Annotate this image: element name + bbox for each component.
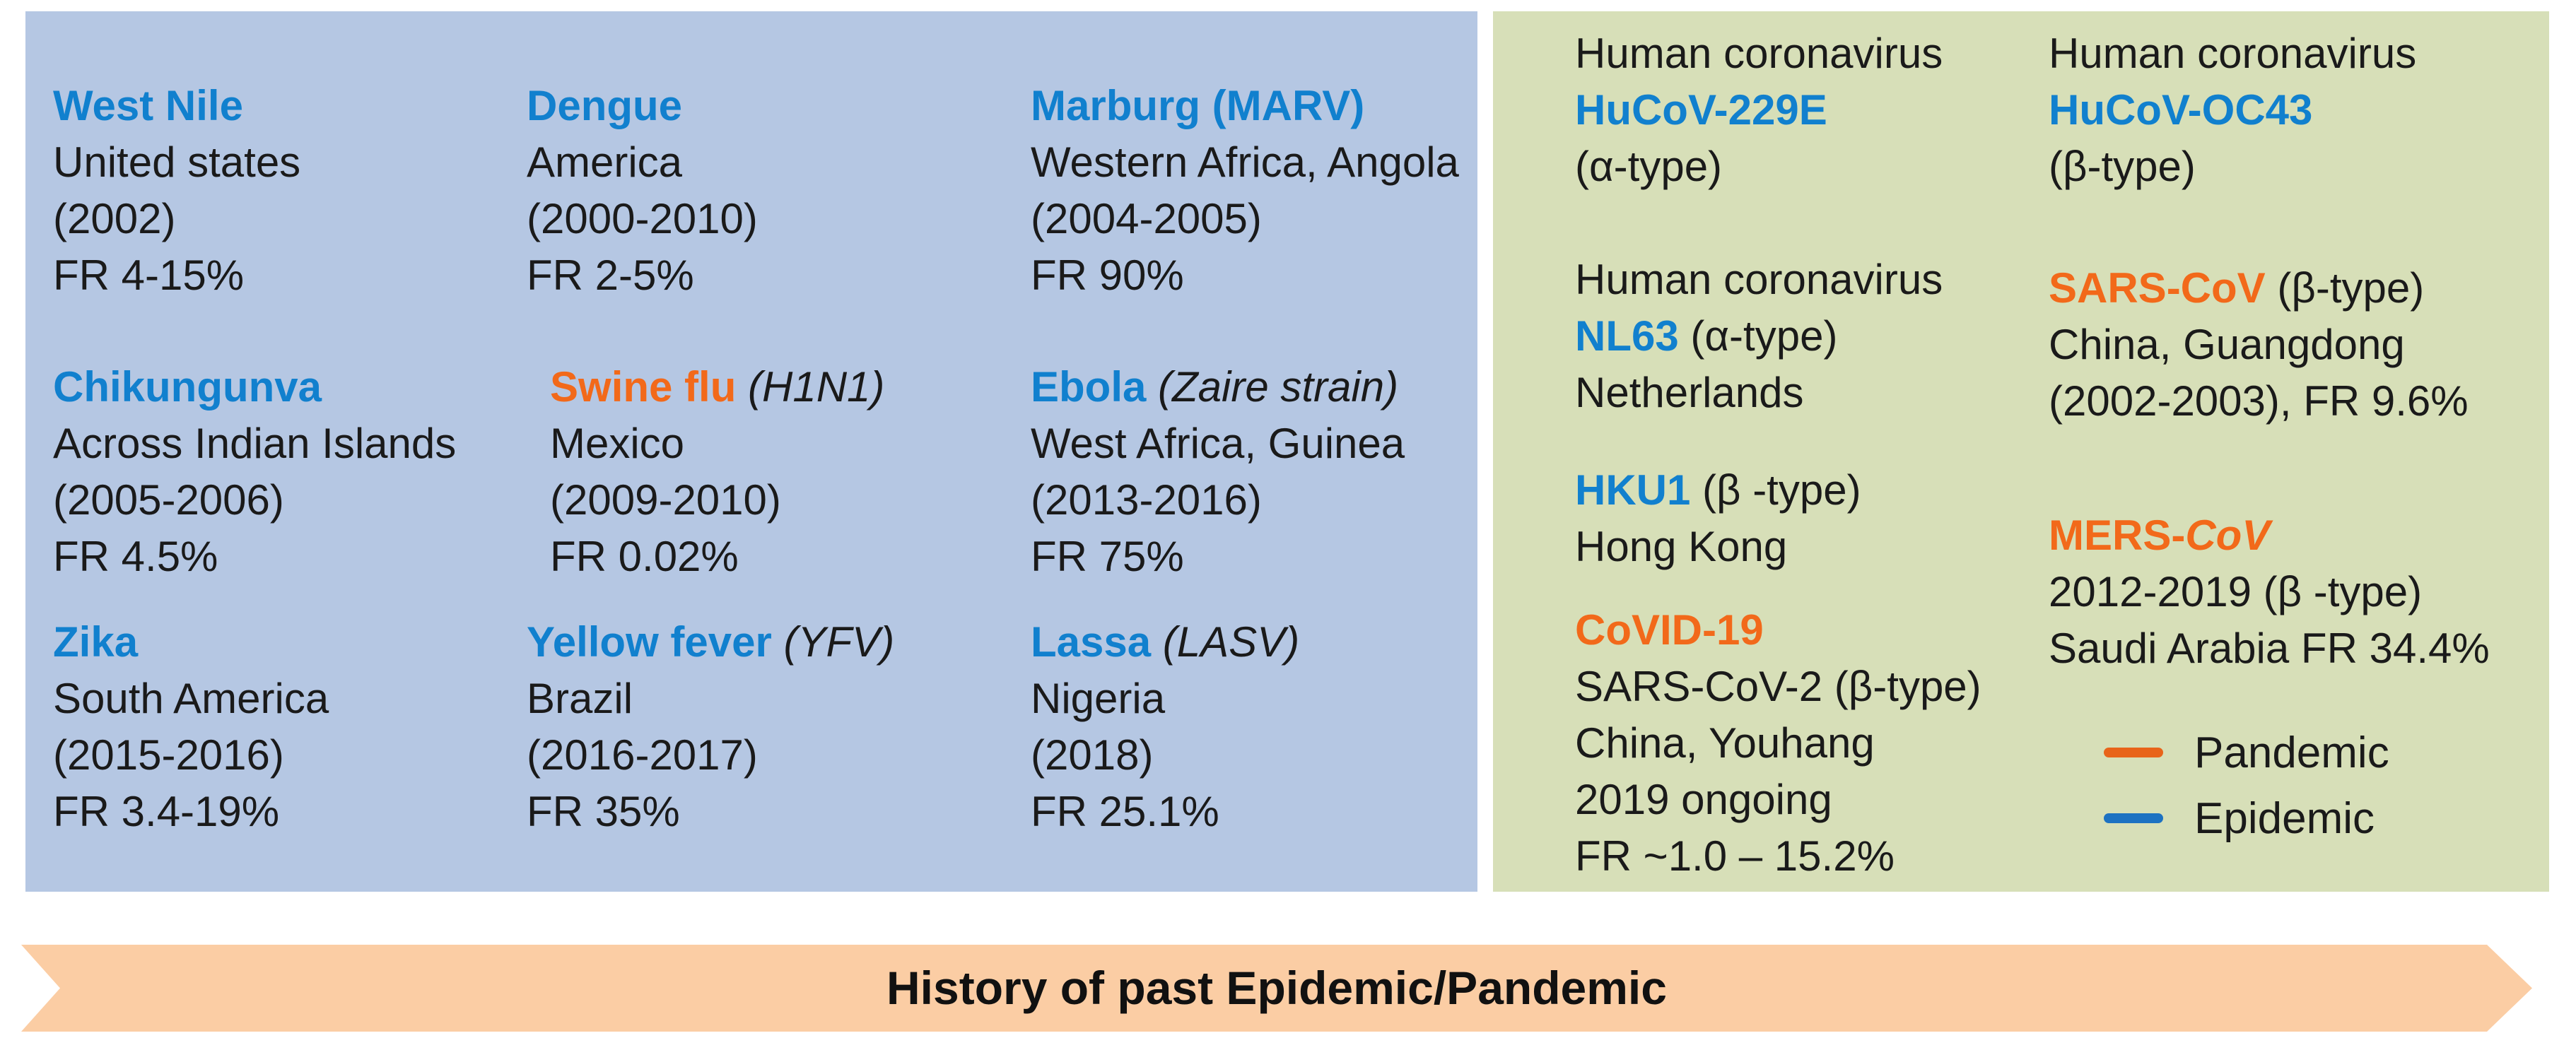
virus-type: (α-type) xyxy=(1575,143,1723,190)
disease-title: Marburg (MARV) xyxy=(1031,82,1365,129)
disease-title: Chikungunva xyxy=(53,363,322,411)
disease-fatality-rate: FR 2-5% xyxy=(527,252,694,299)
virus-region: Hong Kong xyxy=(1575,523,1788,570)
virus-title: MERS-CoV xyxy=(2049,512,2271,559)
disease-group-dengue: Dengue America (2000-2010) FR 2-5% xyxy=(527,78,758,304)
virus-title: HKU1 (β -type) xyxy=(1575,466,1861,514)
disease-group-marburg: Marburg (MARV) Western Africa, Angola (2… xyxy=(1031,78,1459,304)
disease-years: (2016-2017) xyxy=(527,731,758,779)
coronavirus-group-covid19: CoVID-19 SARS-CoV-2 (β-type) China, Youh… xyxy=(1575,602,1981,885)
disease-title: West Nile xyxy=(53,82,243,129)
disease-group-chikungunva: Chikungunva Across Indian Islands (2005-… xyxy=(53,359,456,585)
disease-years: (2002) xyxy=(53,195,176,242)
virus-family-label: Human coronavirus xyxy=(1575,30,1943,77)
legend-label-pandemic: Pandemic xyxy=(2194,728,2389,777)
virus-region: Netherlands xyxy=(1575,369,1804,416)
virus-title: NL63 (α-type) xyxy=(1575,312,1838,360)
pandemic-line-icon xyxy=(2104,748,2163,757)
disease-years: (2000-2010) xyxy=(527,195,758,242)
disease-region: West Africa, Guinea xyxy=(1031,420,1405,467)
virus-region-fatality: Saudi Arabia FR 34.4% xyxy=(2049,625,2490,672)
disease-title: Ebola (Zaire strain) xyxy=(1031,363,1399,411)
disease-title: Lassa (LASV) xyxy=(1031,618,1300,666)
virus-title: HuCoV-OC43 xyxy=(2049,86,2313,134)
disease-fatality-rate: FR 25.1% xyxy=(1031,788,1219,835)
disease-years: (2009-2010) xyxy=(550,476,781,524)
disease-group-yellow-fever: Yellow fever (YFV) Brazil (2016-2017) FR… xyxy=(527,614,894,840)
disease-group-zika: Zika South America (2015-2016) FR 3.4-19… xyxy=(53,614,329,840)
disease-fatality-rate: FR 4.5% xyxy=(53,533,218,580)
legend-label-epidemic: Epidemic xyxy=(2194,793,2375,843)
coronavirus-group-nl63: Human coronavirus NL63 (α-type) Netherla… xyxy=(1575,252,1943,421)
legend-item-pandemic: Pandemic xyxy=(2104,724,2389,781)
disease-fatality-rate: FR 3.4-19% xyxy=(53,788,280,835)
disease-fatality-rate: FR 35% xyxy=(527,788,680,835)
coronavirus-group-oc43: Human coronavirus HuCoV-OC43 (β-type) xyxy=(2049,25,2416,195)
disease-fatality-rate: FR 4-15% xyxy=(53,252,245,299)
virus-family-label: Human coronavirus xyxy=(2049,30,2417,77)
disease-group-west-nile: West Nile United states (2002) FR 4-15% xyxy=(53,78,300,304)
virus-strain-type: SARS-CoV-2 (β-type) xyxy=(1575,663,1981,710)
disease-title: Yellow fever (YFV) xyxy=(527,618,895,666)
disease-fatality-rate: FR 90% xyxy=(1031,252,1184,299)
disease-region: Brazil xyxy=(527,675,633,722)
virus-region: China, Youhang xyxy=(1575,719,1875,767)
virus-title: SARS-CoV (β-type) xyxy=(2049,264,2425,312)
disease-group-lassa: Lassa (LASV) Nigeria (2018) FR 25.1% xyxy=(1031,614,1299,840)
coronavirus-group-mers-cov: MERS-CoV 2012-2019 (β -type) Saudi Arabi… xyxy=(2049,507,2490,677)
virus-type: (β-type) xyxy=(2049,143,2196,190)
disease-years: (2018) xyxy=(1031,731,1154,779)
disease-group-swine-flu: Swine flu (H1N1) Mexico (2009-2010) FR 0… xyxy=(550,359,884,585)
disease-title: Swine flu (H1N1) xyxy=(550,363,885,411)
virus-title: HuCoV-229E xyxy=(1575,86,1827,134)
virus-years: 2019 ongoing xyxy=(1575,776,1832,823)
disease-region: Western Africa, Angola xyxy=(1031,138,1459,186)
disease-region: South America xyxy=(53,675,329,722)
disease-region: Across Indian Islands xyxy=(53,420,457,467)
disease-region: Mexico xyxy=(550,420,685,467)
disease-years: (2013-2016) xyxy=(1031,476,1262,524)
coronavirus-group-sars-cov: SARS-CoV (β-type) China, Guangdong (2002… xyxy=(2049,260,2469,430)
disease-region: United states xyxy=(53,138,301,186)
disease-title: Zika xyxy=(53,618,139,666)
disease-years: (2005-2006) xyxy=(53,476,284,524)
disease-region: America xyxy=(527,138,683,186)
disease-title: Dengue xyxy=(527,82,683,129)
banner-title: History of past Epidemic/Pandemic xyxy=(886,962,1667,1014)
disease-region: Nigeria xyxy=(1031,675,1166,722)
timeline-arrow-banner: History of past Epidemic/Pandemic xyxy=(21,945,2532,1032)
virus-fatality-rate: FR ~1.0 – 15.2% xyxy=(1575,832,1895,880)
virus-years-type: 2012-2019 (β -type) xyxy=(2049,568,2423,615)
coronavirus-group-229e: Human coronavirus HuCoV-229E (α-type) xyxy=(1575,25,1943,195)
coronavirus-panel xyxy=(1493,11,2549,892)
virus-years-fatality: (2002-2003), FR 9.6% xyxy=(2049,377,2469,425)
legend-item-epidemic: Epidemic xyxy=(2104,790,2375,846)
disease-years: (2004-2005) xyxy=(1031,195,1262,242)
epidemic-line-icon xyxy=(2104,813,2163,823)
coronavirus-group-hku1: HKU1 (β -type) Hong Kong xyxy=(1575,462,1861,575)
virus-region: China, Guangdong xyxy=(2049,321,2405,368)
virus-family-label: Human coronavirus xyxy=(1575,256,1943,303)
disease-years: (2015-2016) xyxy=(53,731,284,779)
disease-fatality-rate: FR 0.02% xyxy=(550,533,739,580)
disease-group-ebola: Ebola (Zaire strain) West Africa, Guinea… xyxy=(1031,359,1405,585)
disease-fatality-rate: FR 75% xyxy=(1031,533,1184,580)
epidemic-panel xyxy=(25,11,1477,892)
virus-title: CoVID-19 xyxy=(1575,606,1764,654)
